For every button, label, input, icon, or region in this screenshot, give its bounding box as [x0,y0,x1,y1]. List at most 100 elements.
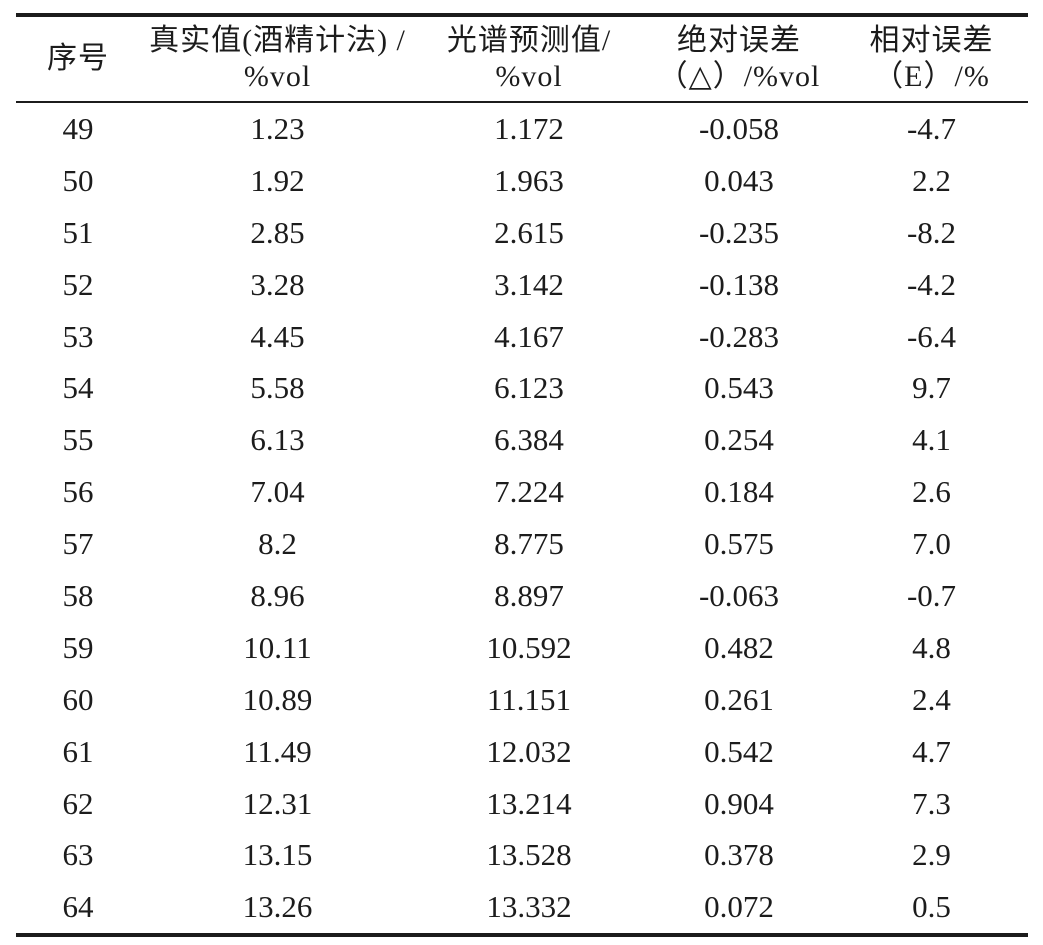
cell-absolute_error: 0.378 [704,837,774,873]
cell-true_value: 13.26 [242,889,313,925]
table-row: 57 8.2 8.775 0.575 7.0 [16,518,1028,570]
cell-true_value: 12.31 [242,785,313,821]
cell-absolute_error: 0.482 [704,629,774,665]
cell-true_value: 6.13 [250,422,305,458]
prediction-results-table: 序号 真实值(酒精计法) / %vol 光谱预测值/ %vol 绝对误差 （△）… [16,13,1028,938]
table-header-row: 序号 真实值(酒精计法) / %vol 光谱预测值/ %vol 绝对误差 （△）… [16,15,1028,102]
cell-true_value: 10.11 [243,629,312,665]
cell-predicted_value: 11.151 [486,681,572,717]
cell-absolute_error: 0.072 [704,889,774,925]
cell-absolute_error: -0.235 [698,214,780,250]
col-header-relative-error-line1: 相对误差 [869,24,994,57]
table-row: 50 1.92 1.963 0.043 2.2 [16,155,1028,207]
cell-absolute_error: -0.283 [698,318,780,354]
table-row: 56 7.04 7.224 0.184 2.6 [16,466,1028,518]
col-header-absolute-error-line2: （△）/%vol [657,60,821,93]
cell-index: 57 [62,526,94,562]
cell-predicted_value: 1.172 [494,110,564,146]
cell-relative_error: -8.2 [906,214,957,250]
cell-predicted_value: 13.214 [486,785,572,821]
cell-true_value: 10.89 [242,681,313,717]
cell-relative_error: -6.4 [906,318,957,354]
cell-predicted_value: 6.123 [494,370,564,406]
cell-true_value: 11.49 [243,733,312,769]
cell-absolute_error: 0.575 [704,526,774,562]
cell-true_value: 1.23 [250,110,305,146]
cell-true_value: 1.92 [250,162,305,198]
cell-true_value: 13.15 [242,837,313,873]
cell-index: 50 [62,162,94,198]
col-header-relative-error: 相对误差 （E）/% [835,15,1028,102]
cell-predicted_value: 12.032 [486,733,572,769]
cell-relative_error: 7.0 [912,526,951,562]
table-row: 63 13.15 13.528 0.378 2.9 [16,829,1028,881]
col-header-predicted-value-line1: 光谱预测值/ [446,24,612,57]
cell-index: 52 [62,266,94,302]
cell-index: 55 [62,422,94,458]
cell-predicted_value: 4.167 [494,318,564,354]
table-row: 59 10.11 10.592 0.482 4.8 [16,622,1028,674]
table-row: 54 5.58 6.123 0.543 9.7 [16,362,1028,414]
cell-relative_error: -4.7 [906,110,957,146]
cell-true_value: 3.28 [250,266,305,302]
cell-index: 63 [62,837,94,873]
table-row: 49 1.23 1.172 -0.058 -4.7 [16,102,1028,155]
cell-relative_error: 0.5 [912,889,951,925]
cell-predicted_value: 3.142 [494,266,564,302]
cell-relative_error: 2.9 [912,837,951,873]
cell-true_value: 4.45 [250,318,305,354]
cell-absolute_error: 0.904 [704,785,774,821]
cell-predicted_value: 8.775 [494,526,564,562]
cell-index: 58 [62,577,94,613]
cell-relative_error: 4.7 [912,733,951,769]
cell-true_value: 5.58 [250,370,305,406]
cell-absolute_error: 0.261 [704,681,774,717]
cell-predicted_value: 1.963 [494,162,564,198]
cell-absolute_error: 0.254 [704,422,774,458]
col-header-index: 序号 [16,15,140,102]
cell-predicted_value: 2.615 [494,214,564,250]
cell-absolute_error: -0.058 [698,110,780,146]
cell-absolute_error: 0.543 [704,370,774,406]
cell-relative_error: 2.4 [912,681,951,717]
cell-relative_error: -4.2 [906,266,957,302]
cell-absolute_error: 0.542 [704,733,774,769]
cell-index: 49 [62,110,94,146]
table-row: 53 4.45 4.167 -0.283 -6.4 [16,311,1028,363]
cell-relative_error: 9.7 [912,370,951,406]
cell-index: 61 [62,733,94,769]
cell-predicted_value: 13.528 [486,837,572,873]
table-row: 55 6.13 6.384 0.254 4.1 [16,414,1028,466]
cell-true_value: 8.2 [258,526,297,562]
cell-predicted_value: 7.224 [494,474,564,510]
cell-absolute_error: 0.043 [704,162,774,198]
cell-index: 53 [62,318,94,354]
col-header-index-line1: 序号 [47,42,109,75]
cell-index: 64 [62,889,94,925]
cell-index: 56 [62,474,94,510]
cell-true_value: 7.04 [250,474,305,510]
table-body: 49 1.23 1.172 -0.058 -4.7 50 1.92 1.963 0.043 2.2… [16,102,1028,935]
col-header-predicted-value-line2: %vol [495,60,563,93]
cell-relative_error: 4.8 [912,629,951,665]
cell-predicted_value: 8.897 [494,577,564,613]
cell-relative_error: -0.7 [906,577,957,613]
table-row: 51 2.85 2.615 -0.235 -8.2 [16,207,1028,259]
cell-predicted_value: 6.384 [494,422,564,458]
col-header-relative-error-line2: （E）/% [873,60,990,93]
cell-relative_error: 2.6 [912,474,951,510]
cell-index: 62 [62,785,94,821]
cell-true_value: 8.96 [250,577,305,613]
cell-index: 59 [62,629,94,665]
cell-index: 60 [62,681,94,717]
table-row: 58 8.96 8.897 -0.063 -0.7 [16,570,1028,622]
cell-predicted_value: 10.592 [486,629,572,665]
cell-absolute_error: -0.138 [698,266,780,302]
table-row: 52 3.28 3.142 -0.138 -4.2 [16,259,1028,311]
cell-index: 51 [62,214,94,250]
col-header-true-value: 真实值(酒精计法) / %vol [140,15,415,102]
table-row: 62 12.31 13.214 0.904 7.3 [16,778,1028,830]
cell-predicted_value: 13.332 [486,889,572,925]
cell-true_value: 2.85 [250,214,305,250]
